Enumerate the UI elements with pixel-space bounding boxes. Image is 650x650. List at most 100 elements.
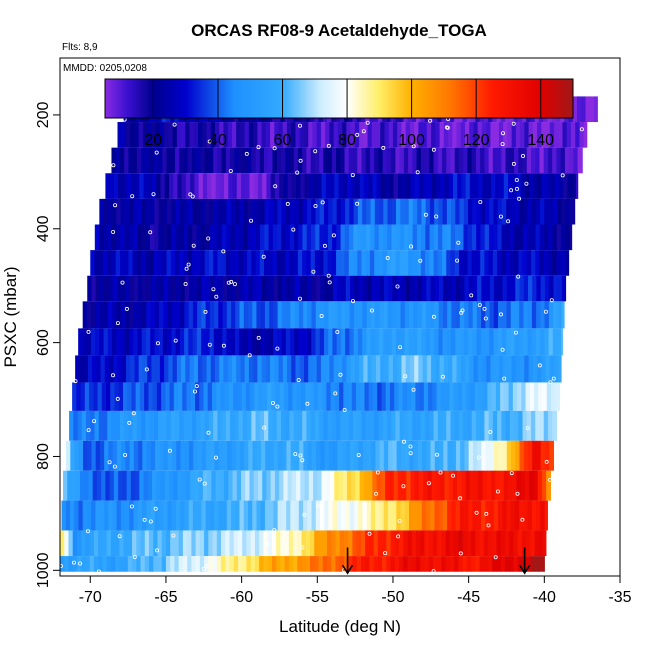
band-cell bbox=[325, 122, 331, 148]
band-cell bbox=[145, 410, 151, 441]
band-cell bbox=[100, 355, 106, 383]
band-cell bbox=[142, 122, 148, 148]
band-cell bbox=[310, 556, 315, 572]
band-cell bbox=[426, 275, 432, 302]
band-cell bbox=[514, 224, 520, 251]
band-cell bbox=[554, 173, 560, 199]
band-cell bbox=[234, 147, 240, 174]
band-cell bbox=[374, 410, 380, 441]
band-cell bbox=[474, 382, 480, 411]
band-cell bbox=[170, 556, 176, 572]
band-cell bbox=[345, 275, 351, 302]
band-cell bbox=[325, 355, 331, 383]
y-tick-label: 600 bbox=[35, 329, 52, 356]
band-cell bbox=[236, 470, 242, 501]
band-cell bbox=[245, 173, 251, 199]
band-cell bbox=[253, 173, 259, 199]
band-cell bbox=[380, 173, 386, 199]
band-cell bbox=[286, 440, 292, 471]
band-cell bbox=[159, 275, 165, 302]
band-cell bbox=[445, 382, 450, 411]
band-cell bbox=[429, 224, 435, 251]
band-cell bbox=[180, 440, 186, 471]
band-cell bbox=[224, 173, 229, 199]
band-cell bbox=[472, 301, 478, 329]
band-cell bbox=[79, 355, 85, 383]
band-cell bbox=[405, 440, 410, 471]
band-cell bbox=[509, 250, 515, 276]
band-cell bbox=[593, 96, 598, 123]
sample-point bbox=[275, 346, 280, 351]
band-cell bbox=[260, 275, 266, 302]
band-cell bbox=[471, 530, 476, 557]
band-cell bbox=[328, 500, 334, 531]
sample-point bbox=[511, 121, 516, 126]
sample-point bbox=[226, 280, 231, 285]
band-cell bbox=[457, 382, 463, 411]
band-cell bbox=[402, 470, 407, 501]
sample-point bbox=[511, 161, 516, 166]
band-cell bbox=[490, 122, 496, 148]
band-cell bbox=[278, 122, 284, 148]
band-cell bbox=[396, 500, 402, 531]
x-tick-label: -45 bbox=[457, 589, 480, 606]
band-cell bbox=[438, 275, 444, 302]
band-cell bbox=[391, 250, 396, 276]
band-cell bbox=[183, 250, 189, 276]
band-cell bbox=[378, 250, 384, 276]
band-cell bbox=[86, 301, 92, 329]
band-cell bbox=[194, 173, 200, 199]
band-cell bbox=[376, 122, 381, 148]
band-cell bbox=[300, 173, 306, 199]
band-cell bbox=[204, 147, 210, 174]
band-cell bbox=[484, 224, 490, 251]
band-cell bbox=[534, 530, 540, 557]
band-cell bbox=[517, 530, 523, 557]
band-cell bbox=[420, 410, 426, 441]
sample-point bbox=[322, 243, 327, 248]
band-cell bbox=[174, 530, 180, 557]
sample-point bbox=[495, 489, 500, 494]
band-cell bbox=[455, 440, 461, 471]
band-cell bbox=[108, 275, 114, 302]
band-cell bbox=[285, 410, 291, 441]
band-cell bbox=[471, 224, 477, 251]
band-cell bbox=[261, 122, 267, 148]
band-cell bbox=[438, 440, 444, 471]
band-cell bbox=[177, 470, 183, 501]
band-cell bbox=[541, 470, 547, 501]
sample-point bbox=[273, 184, 278, 189]
band-cell bbox=[441, 556, 447, 572]
band-cell bbox=[366, 328, 372, 356]
band-cell bbox=[371, 275, 377, 302]
band-cell bbox=[201, 500, 207, 531]
band-cell bbox=[433, 224, 439, 251]
band-cell bbox=[129, 440, 135, 471]
band-cell bbox=[509, 147, 515, 174]
band-cell bbox=[299, 355, 305, 383]
band-cell bbox=[247, 301, 253, 329]
band-cell bbox=[523, 500, 529, 531]
band-cell bbox=[484, 328, 490, 356]
band-cell bbox=[103, 301, 109, 329]
band-cell bbox=[322, 530, 328, 557]
band-cell bbox=[409, 301, 414, 329]
band-cell bbox=[247, 328, 253, 356]
band-cell bbox=[251, 328, 257, 356]
band-cell bbox=[143, 173, 149, 199]
band-cell bbox=[554, 355, 559, 383]
sample-point bbox=[92, 419, 97, 424]
band-cell bbox=[230, 198, 236, 225]
band-cell bbox=[374, 198, 380, 225]
band-cell bbox=[197, 275, 203, 302]
band-cell bbox=[547, 250, 553, 276]
band-cell bbox=[173, 173, 179, 199]
band-cell bbox=[543, 556, 545, 572]
sample-point bbox=[381, 145, 386, 150]
band-cell bbox=[210, 440, 215, 471]
band-cell bbox=[238, 410, 244, 441]
x-tick-label: -60 bbox=[230, 589, 253, 606]
band-cell bbox=[282, 355, 288, 383]
band-cell bbox=[336, 328, 342, 356]
band-cell bbox=[450, 147, 456, 174]
